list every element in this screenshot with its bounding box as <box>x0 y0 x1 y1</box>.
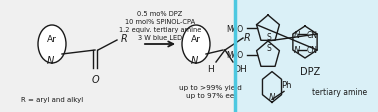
Text: CN: CN <box>307 30 318 39</box>
Text: N: N <box>269 93 275 101</box>
Text: OH: OH <box>234 64 248 73</box>
Text: 1.2 equiv. tertiary amine: 1.2 equiv. tertiary amine <box>119 27 201 33</box>
Text: CN: CN <box>307 46 318 55</box>
Text: N: N <box>191 56 198 65</box>
Text: N: N <box>294 30 300 39</box>
Text: S: S <box>266 32 271 41</box>
Text: Ph: Ph <box>281 81 291 90</box>
Text: S: S <box>266 44 271 53</box>
Text: tertiary amine: tertiary amine <box>313 88 367 97</box>
Text: O: O <box>91 74 99 84</box>
Text: up to >99% yield: up to >99% yield <box>178 84 242 90</box>
Text: MeO: MeO <box>226 51 243 60</box>
Text: R: R <box>244 33 251 43</box>
Text: Ar: Ar <box>47 35 57 44</box>
Text: H: H <box>207 64 214 73</box>
Text: N: N <box>46 56 54 65</box>
Text: up to 97% ee: up to 97% ee <box>186 92 234 98</box>
Ellipse shape <box>182 26 210 63</box>
Text: Ar: Ar <box>191 35 201 44</box>
Bar <box>235 0 378 112</box>
Ellipse shape <box>38 26 66 63</box>
Text: 0.5 mo% DPZ: 0.5 mo% DPZ <box>137 11 183 17</box>
Text: R: R <box>121 34 128 44</box>
Text: DPZ: DPZ <box>300 66 320 76</box>
Text: R = aryl and alkyl: R = aryl and alkyl <box>21 96 83 102</box>
Text: 3 W blue LED: 3 W blue LED <box>138 35 182 41</box>
Text: MeO: MeO <box>226 24 243 33</box>
Text: 10 mol% SPINOL-CPA: 10 mol% SPINOL-CPA <box>125 19 195 25</box>
Text: N: N <box>294 46 300 55</box>
